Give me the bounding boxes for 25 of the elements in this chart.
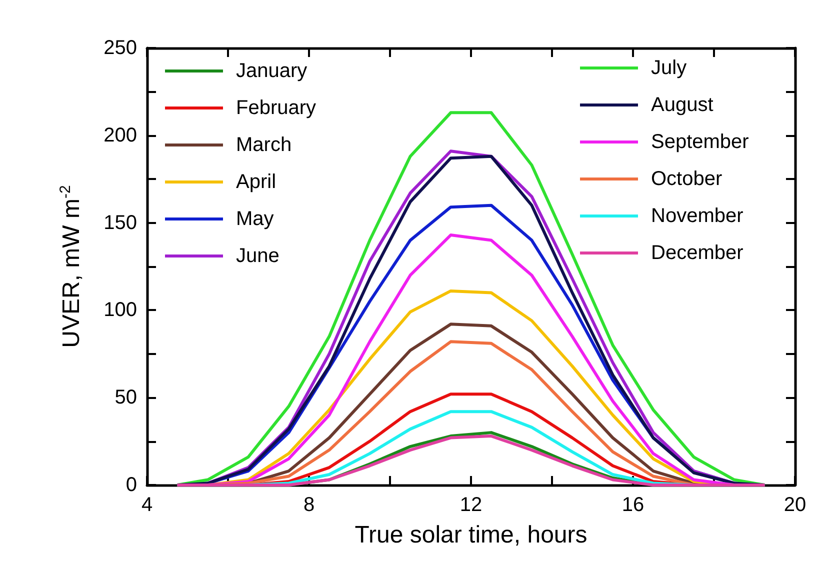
legend-label: May [236, 208, 274, 230]
y-axis-title: UVER, mW m-2 [57, 185, 85, 348]
legend-label: December [651, 242, 744, 264]
legend-label: November [651, 205, 744, 227]
x-tick-label: 16 [622, 494, 644, 516]
legend-label: September [651, 131, 750, 153]
y-tick-label: 0 [126, 474, 137, 496]
y-tick-label: 100 [104, 299, 137, 322]
legend-label: April [236, 171, 276, 193]
legend-label: October [651, 168, 722, 190]
legend-label: January [236, 60, 308, 82]
legend-label: June [236, 245, 280, 267]
legend-label: July [651, 57, 687, 79]
y-tick-label: 50 [114, 386, 137, 409]
legend-label: February [236, 97, 316, 119]
x-tick-label: 20 [784, 494, 806, 516]
legend-label: March [236, 134, 292, 156]
legend-label: August [651, 94, 714, 116]
x-tick-label: 8 [303, 494, 315, 516]
x-axis-title: True solar time, hours [354, 522, 588, 548]
x-tick-label: 12 [460, 494, 482, 516]
x-tick-label: 4 [141, 494, 153, 516]
y-tick-label: 250 [104, 37, 137, 59]
y-tick-label: 150 [104, 212, 137, 234]
y-tick-label: 200 [104, 124, 137, 146]
